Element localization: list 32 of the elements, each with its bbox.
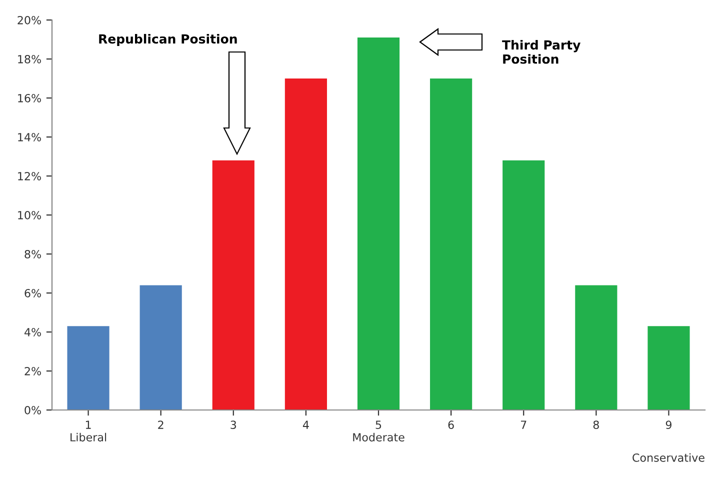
x-tick-label: 7 <box>520 420 526 429</box>
annotation: Republican Position <box>99 34 237 46</box>
y-tick-label: 10% <box>18 210 41 220</box>
bar <box>648 326 690 410</box>
x-tick-label: 1 Liberal <box>70 420 106 442</box>
y-tick-label: 4% <box>24 328 41 336</box>
bar <box>430 78 472 410</box>
x-tick-label: 2 <box>158 420 164 429</box>
bar <box>502 160 545 410</box>
bar <box>357 38 400 410</box>
bar <box>575 285 618 410</box>
y-tick-label: 12% <box>18 172 41 180</box>
x-tick-label: 6 <box>448 420 454 430</box>
y-tick-label: 14% <box>18 132 41 142</box>
bar <box>284 78 327 410</box>
x-tick-label: 5 Moderate <box>353 420 404 442</box>
y-tick-label: 6% <box>24 288 41 298</box>
y-tick-label: 2% <box>24 366 41 376</box>
y-tick-label: 8% <box>24 250 41 258</box>
bar <box>140 285 182 410</box>
x-tick-label: 3 <box>230 420 236 430</box>
y-tick-label: 0% <box>24 406 41 414</box>
bar <box>67 326 110 410</box>
y-tick-label: 16% <box>18 94 41 102</box>
text: Conservative <box>632 453 704 462</box>
annotation: Third Party Position <box>502 40 581 64</box>
y-tick-label: 20% <box>18 16 41 24</box>
x-tick-label: 8 <box>593 420 599 430</box>
x-tick-label: 4 <box>302 420 309 429</box>
y-tick-label: 18% <box>18 54 41 64</box>
x-tick-label: 9 <box>666 420 672 430</box>
bar <box>212 160 254 410</box>
